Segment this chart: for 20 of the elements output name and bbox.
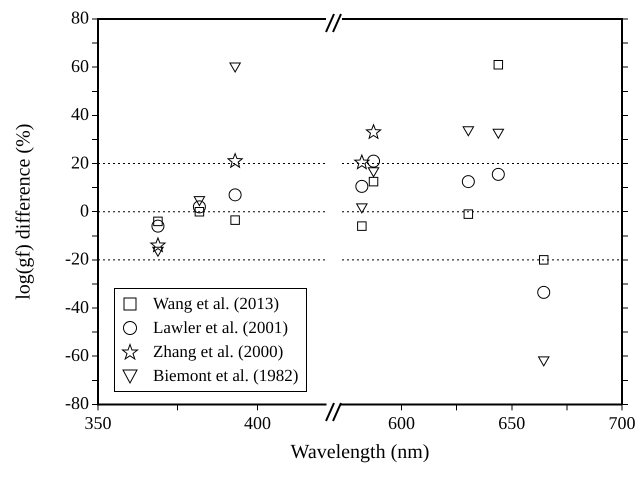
y-tick-label: -20 — [65, 248, 89, 269]
y-tick-label: 20 — [71, 152, 89, 172]
x-tick-label: 650 — [498, 412, 526, 433]
x-tick-label: 400 — [244, 412, 271, 433]
y-tick-label: 80 — [71, 8, 89, 28]
y-axis-title: log(gf) difference (%) — [12, 124, 34, 300]
y-tick-label: 60 — [71, 56, 89, 76]
x-tick-label: 700 — [608, 412, 636, 433]
y-tick-label: -80 — [65, 393, 89, 414]
legend-label: Wang et al. (2013) — [153, 293, 280, 315]
legend-label: Lawler et al. (2001) — [153, 317, 288, 339]
y-tick-label: -40 — [65, 296, 89, 317]
x-axis-title: Wavelength (nm) — [290, 441, 430, 464]
y-tick-label: 40 — [71, 104, 89, 124]
y-tick-label: -60 — [65, 344, 89, 365]
legend-label: Zhang et al. (2000) — [153, 341, 284, 363]
legend-label: Biemont et al. (1982) — [153, 365, 298, 387]
y-tick-label: 0 — [80, 200, 89, 220]
x-tick-label: 600 — [388, 412, 416, 433]
x-tick-label: 350 — [84, 412, 112, 433]
